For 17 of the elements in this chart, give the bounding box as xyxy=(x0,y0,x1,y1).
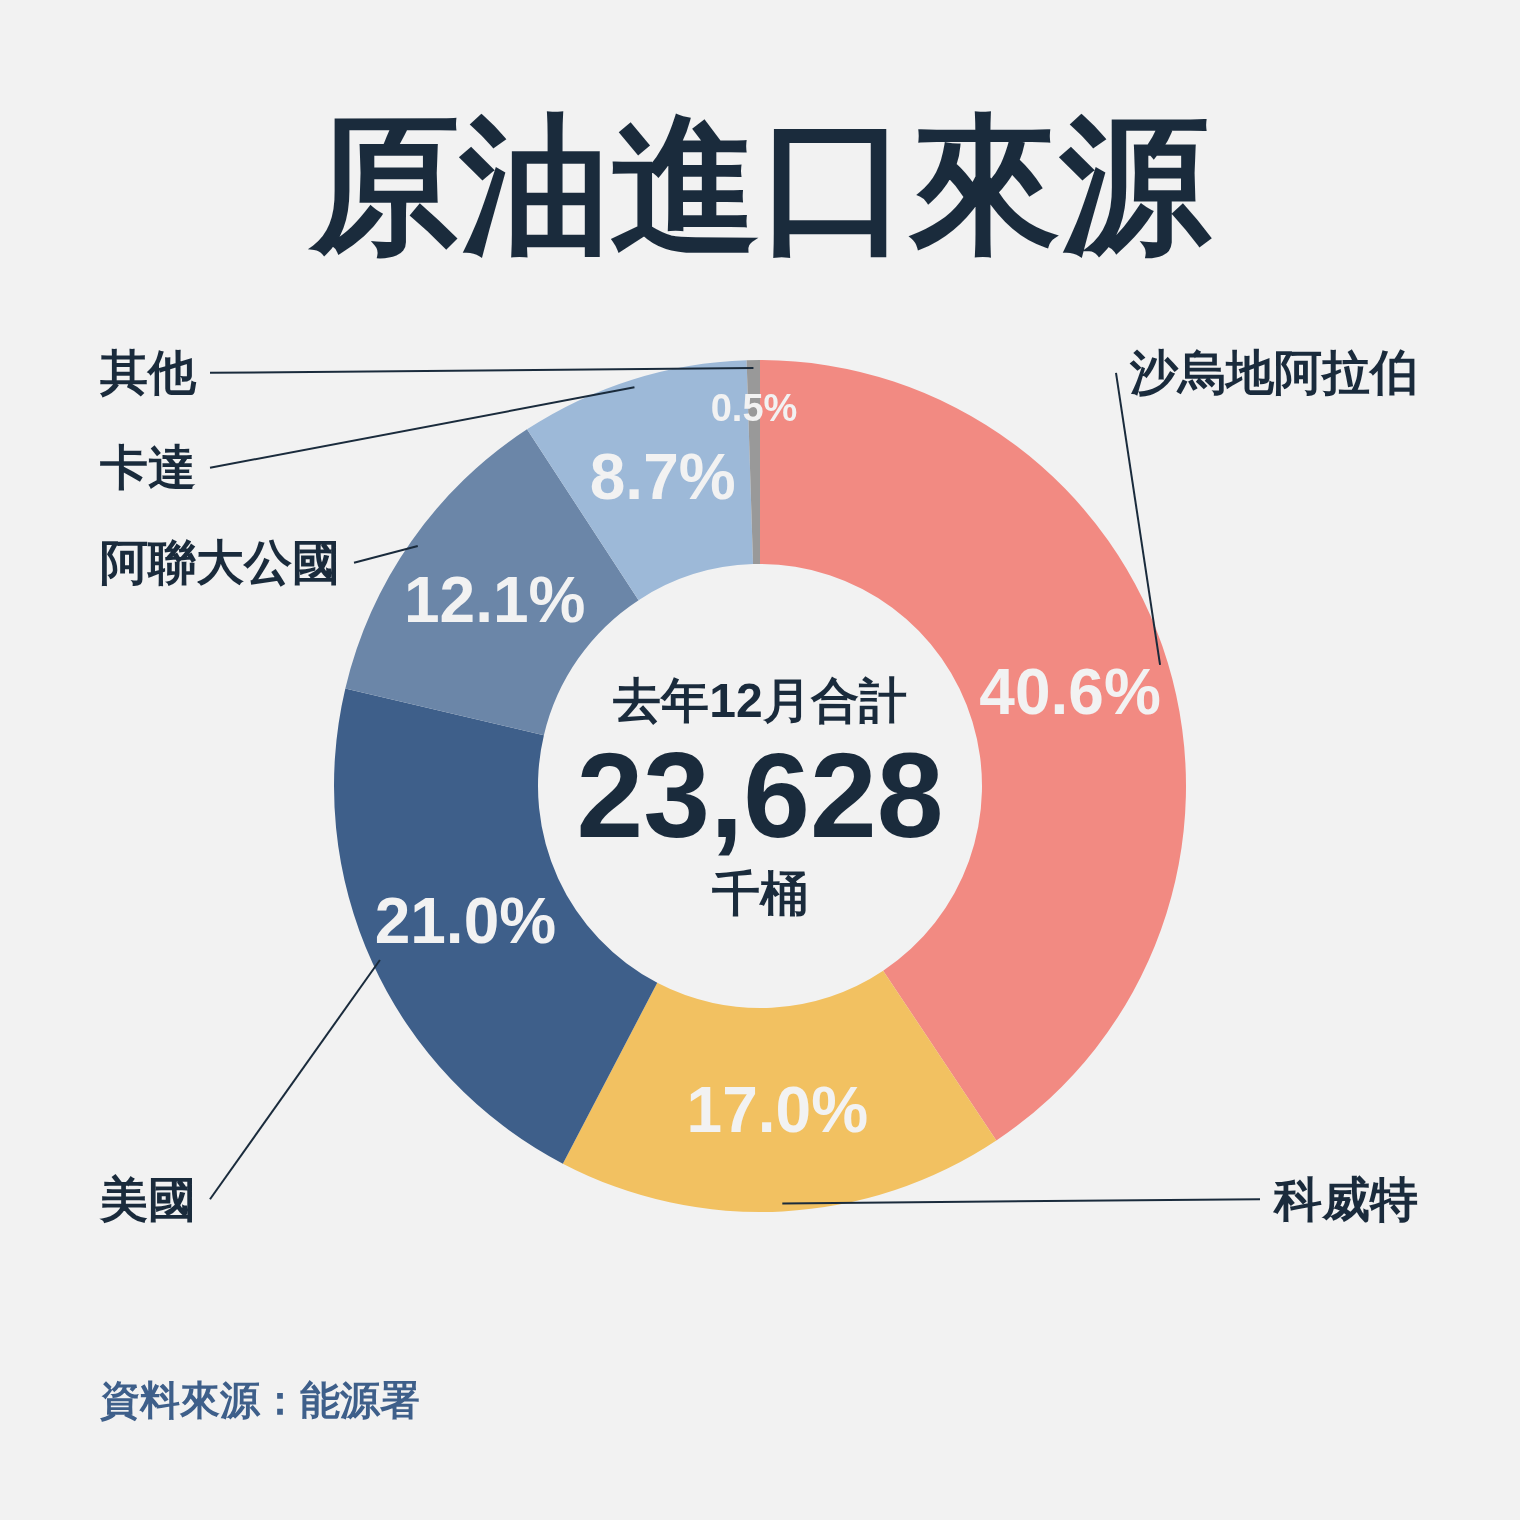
chart-title: 原油進口來源 xyxy=(307,101,1212,269)
text: 千桶 xyxy=(712,866,808,920)
data-label: 21.0% xyxy=(374,884,557,957)
slice-label: 阿聯大公國 xyxy=(100,536,340,590)
data-label: 40.6% xyxy=(979,656,1161,729)
text: 去年12月合計 xyxy=(612,673,907,727)
slice-label: 美國 xyxy=(99,1172,196,1226)
data-label: 17.0% xyxy=(686,1073,869,1146)
source-note: 資料來源：能源署 xyxy=(100,1378,420,1422)
slice-label: 科威特 xyxy=(1272,1172,1418,1226)
data-label: 0.5% xyxy=(710,387,798,430)
slice-label: 卡達 xyxy=(99,441,196,495)
slice-label: 沙烏地阿拉伯 xyxy=(1129,346,1418,400)
text: 23,628 xyxy=(576,728,944,862)
data-label: 8.7% xyxy=(589,440,736,513)
data-label: 12.1% xyxy=(404,563,586,636)
slice-label: 其他 xyxy=(99,346,197,400)
